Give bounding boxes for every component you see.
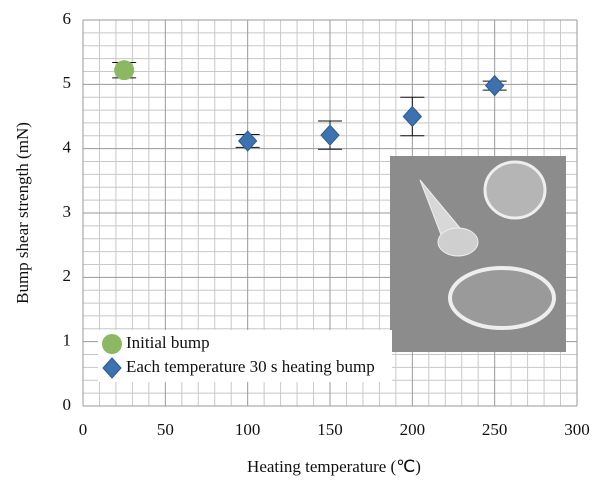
photo-cone-base: [437, 227, 479, 257]
marker: [102, 334, 122, 354]
photo-ring: [483, 160, 547, 220]
legend-label: Each temperature 30 s heating bump: [126, 357, 375, 376]
y-tick-label: 6: [63, 9, 72, 28]
legend: Initial bump Each temperature 30 s heatin…: [98, 330, 392, 382]
x-tick-label: 100: [235, 420, 261, 439]
marker: [237, 130, 258, 152]
y-axis-label: Bump shear strength (mN): [13, 122, 32, 304]
x-tick-label: 200: [400, 420, 426, 439]
marker: [114, 60, 135, 81]
photo-pad: [448, 266, 556, 330]
marker: [102, 357, 122, 379]
x-tick-label: 50: [157, 420, 174, 439]
y-tick-label: 5: [63, 73, 72, 92]
plot: [112, 60, 507, 152]
x-tick-label: 250: [482, 420, 508, 439]
legend-box: [98, 330, 392, 382]
legend-label: Initial bump: [126, 333, 210, 352]
y-tick-label: 4: [63, 138, 72, 157]
x-tick-label: 150: [317, 420, 343, 439]
inset-photo: [390, 156, 566, 352]
y-tick-label: 3: [63, 202, 72, 221]
marker: [402, 105, 423, 128]
y-tick-label: 0: [63, 395, 72, 414]
x-tick-label: 0: [79, 420, 88, 439]
marker: [320, 124, 340, 146]
x-tick-label: 300: [564, 420, 590, 439]
marker: [484, 74, 505, 97]
y-tick-label: 1: [63, 331, 72, 350]
x-axis-label: Heating temperature (℃): [247, 457, 421, 476]
y-tick-label: 2: [63, 266, 72, 285]
